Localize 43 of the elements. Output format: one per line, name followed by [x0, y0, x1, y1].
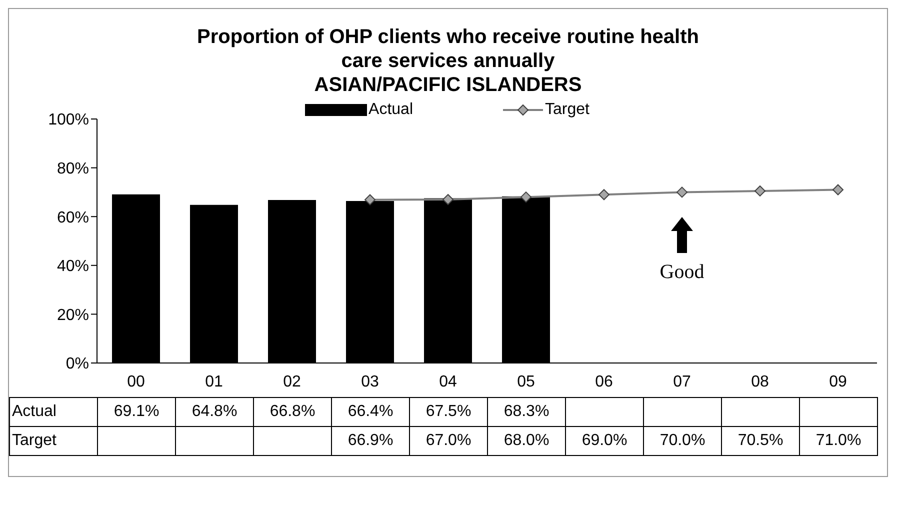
x-tick-label: 01	[205, 373, 223, 390]
point	[520, 192, 532, 203]
legend-label: Target	[545, 101, 590, 119]
x-tick-label: 05	[517, 373, 535, 390]
y-tick-label: 0%	[66, 356, 89, 373]
x-tick-label: 00	[127, 373, 145, 390]
point	[442, 194, 454, 206]
data-label: 67.5%	[410, 398, 488, 426]
x-tick-label: 08	[751, 373, 769, 390]
point	[832, 184, 844, 196]
y-tick-label: 40%	[56, 258, 89, 276]
data-label: 66.9%	[332, 426, 410, 456]
y-tick-label: 80%	[56, 160, 89, 178]
x-tick-label: 07	[673, 373, 691, 390]
text: Target	[12, 432, 56, 449]
data-label: 68.0%	[488, 426, 566, 456]
data-label: 69.0%	[566, 426, 644, 456]
data-label: 66.8%	[254, 398, 332, 426]
y-tick-label: 100%	[48, 112, 89, 129]
point	[754, 185, 766, 196]
x-tick-label: 04	[439, 373, 457, 390]
data-label: 70.0%	[644, 426, 722, 456]
point	[364, 194, 376, 206]
data-label: 70.5%	[722, 426, 800, 456]
x-tick-label: 09	[829, 373, 847, 390]
y-tick-label: 20%	[56, 306, 89, 324]
x-tick-label: 03	[361, 373, 379, 390]
data-label: 67.0%	[410, 426, 488, 456]
point	[598, 189, 610, 200]
annotation: Good	[658, 261, 706, 284]
data-label: 71.0%	[800, 426, 878, 456]
text: Actual	[12, 403, 56, 420]
x-tick-label: 02	[283, 373, 301, 390]
data-label: 68.3%	[488, 398, 566, 426]
x-tick-label: 06	[595, 373, 613, 390]
chart-title: Proportion of OHP clients who receive routine health care services annually	[196, 25, 700, 73]
data-label: 64.8%	[176, 398, 254, 426]
legend-label: Actual	[368, 101, 413, 119]
data-label: 69.1%	[98, 398, 176, 426]
point	[676, 186, 688, 198]
data-label: 66.4%	[332, 398, 410, 426]
chart-subtitle: ASIAN/PACIFIC ISLANDERS	[313, 73, 583, 97]
y-tick-label: 60%	[56, 209, 89, 226]
